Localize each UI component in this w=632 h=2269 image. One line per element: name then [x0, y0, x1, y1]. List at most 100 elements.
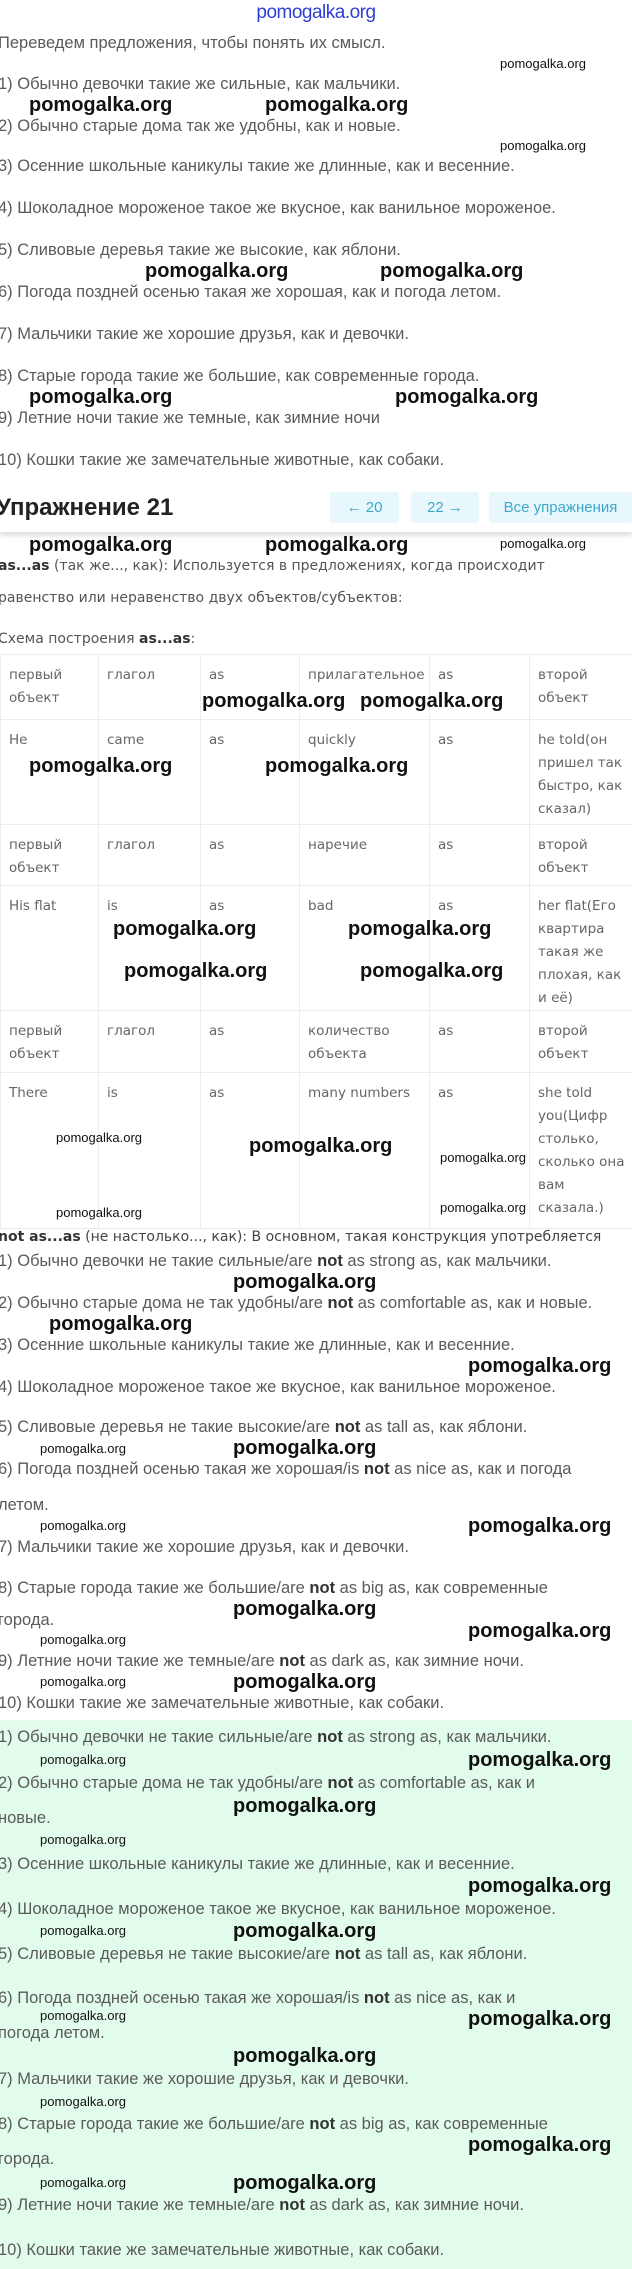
watermark: pomogalka.org — [500, 138, 586, 153]
watermark: pomogalka.org — [29, 386, 173, 408]
item-text: 8) Старые города такие же большие/are — [0, 2115, 310, 2133]
item-text-rest: as comfortable as, как и — [353, 1774, 535, 1792]
list-item: 4) Шоколадное мороженое такое же вкусное… — [0, 1377, 556, 1397]
watermark: pomogalka.org — [29, 755, 173, 777]
table-cell-text: many numbers — [308, 1085, 410, 1101]
item-bold-not: not — [334, 1418, 361, 1436]
item-bold-not: not — [279, 2196, 305, 2214]
table-cell: глагол — [98, 654, 201, 720]
watermark: pomogalka.org — [265, 534, 409, 556]
watermark: pomogalka.org — [145, 260, 289, 282]
watermark: pomogalka.org — [360, 690, 504, 712]
watermark: pomogalka.org — [468, 1620, 612, 1642]
item-text: 8) Старые города такие же большие/are — [0, 1579, 310, 1597]
list-item: 1) Обычно девочки такие же сильные, как … — [0, 75, 401, 93]
item-bold-not: not — [363, 1460, 390, 1478]
table-row: первый объект глагол as прилагательное as вто… — [0, 654, 632, 720]
item-bold-not: not — [327, 1774, 354, 1792]
item-text-rest: as tall as, как яблони. — [360, 1945, 528, 1963]
table-row: первый объект глагол as наречие as второй объ… — [0, 824, 632, 886]
item-bold-not: not — [309, 1579, 336, 1597]
watermark: pomogalka.org — [40, 1674, 126, 1689]
table-cell-text: bad — [308, 898, 334, 914]
item-text-rest: as big as, как современные — [335, 2115, 548, 2133]
item-text-rest: as nice as, как и — [389, 1989, 516, 2007]
scheme-term: as...as — [139, 631, 191, 647]
watermark: pomogalka.org — [468, 1749, 612, 1771]
table-cell-text: He — [9, 732, 28, 748]
item-text: 3) Осенние школьные каникулы такие же дл… — [0, 1336, 515, 1354]
watermark: pomogalka.org — [500, 536, 586, 551]
item-bold-not: not — [334, 1945, 361, 1963]
watermark: pomogalka.org — [233, 1598, 377, 1620]
table-cell-text: глагол — [107, 1023, 155, 1039]
table-cell: глагол — [98, 1010, 201, 1073]
watermark: pomogalka.org — [124, 960, 268, 982]
scheme-label: Схема построения as...as: — [0, 631, 195, 647]
item-bold-not: not — [363, 1989, 390, 2007]
table-cell-text: as — [438, 1023, 454, 1039]
table-cell-text: второй объект — [538, 837, 589, 876]
watermark: pomogalka.org — [249, 1135, 393, 1157]
table-cell-text: is — [107, 898, 118, 914]
list-item: 6) Погода поздней осенью такая же хороша… — [0, 1459, 571, 1479]
watermark: pomogalka.org — [395, 386, 539, 408]
watermark: pomogalka.org — [233, 1271, 377, 1293]
table-cell: первый объект — [0, 824, 99, 886]
table-cell: her flat(Его квартира такая же плохая, к… — [529, 885, 632, 1011]
answer-item: 9) Летние ночи такие же темные/are not a… — [0, 2195, 524, 2215]
watermark: pomogalka.org — [500, 56, 586, 71]
watermark: pomogalka.org — [233, 1437, 377, 1459]
table-cell-text: as — [209, 732, 225, 748]
table-cell: as — [200, 654, 300, 720]
table-cell: второй объект — [529, 654, 632, 720]
watermark-logo: pomogalka.org — [256, 2, 376, 23]
answer-item: 8) Старые города такие же большие/are no… — [0, 2114, 548, 2134]
all-exercises-button[interactable]: Все упражнения — [489, 492, 632, 523]
item-bold-not: not — [327, 1294, 354, 1312]
item-text: 2) Обычно старые дома не так удобны/are — [0, 1294, 328, 1312]
table-cell-text: второй объект — [538, 1023, 589, 1062]
table-cell: первый объект — [0, 1010, 99, 1073]
list-item-continuation: города. — [0, 2150, 55, 2168]
watermark: pomogalka.org — [348, 918, 492, 940]
table-cell: as — [200, 719, 300, 825]
answer-item: 7) Мальчики такие же хорошие друзья, как… — [0, 2069, 409, 2089]
item-bold-not: not — [279, 1652, 305, 1670]
table-cell: as — [429, 885, 530, 1011]
watermark: pomogalka.org — [233, 1795, 377, 1817]
table-cell-text: as — [438, 1085, 454, 1101]
table-cell: количество объекта — [299, 1010, 430, 1073]
watermark: pomogalka.org — [29, 534, 173, 556]
list-item: 2) Обычно старые дома так же удобны, как… — [0, 117, 401, 135]
watermark: pomogalka.org — [40, 1518, 126, 1533]
table-cell: is — [98, 1072, 201, 1229]
item-text: 7) Мальчики такие же хорошие друзья, как… — [0, 2070, 409, 2088]
table-cell-text: There — [9, 1085, 48, 1101]
item-text: 1) Обычно девочки не такие сильные/are — [0, 1252, 318, 1270]
item-text-rest: as strong as, как мальчики. — [342, 1252, 552, 1270]
watermark: pomogalka.org — [29, 94, 173, 116]
watermark: pomogalka.org — [440, 1200, 526, 1215]
next-exercise-button[interactable]: 22 → — [411, 492, 479, 523]
item-text-rest: as big as, как современные — [335, 1579, 548, 1597]
answer-item: 3) Осенние школьные каникулы такие же дл… — [0, 1854, 515, 1874]
table-cell-text: первый объект — [9, 1023, 63, 1062]
table-cell-text: is — [107, 1085, 118, 1101]
table-cell: as — [429, 654, 530, 720]
table-row: His flat is as bad as her flat(Его квартира т… — [0, 885, 632, 1011]
table-cell: came — [98, 719, 201, 825]
watermark: pomogalka.org — [265, 755, 409, 777]
prev-exercise-button[interactable]: ← 20 — [330, 492, 399, 523]
table-cell: is — [98, 885, 201, 1011]
list-item: 4) Шоколадное мороженое такое же вкусное… — [0, 199, 556, 217]
watermark: pomogalka.org — [40, 1832, 126, 1847]
list-item: 8) Старые города такие же большие, как с… — [0, 367, 480, 385]
item-text: 4) Шоколадное мороженое такое же вкусное… — [0, 1900, 556, 1918]
not-rule-desc: (не настолько..., как): В основном, така… — [80, 1229, 602, 1245]
table-cell: There — [0, 1072, 99, 1229]
table-cell-text: quickly — [308, 732, 356, 748]
item-text-rest: as nice as, как и погода — [389, 1460, 572, 1478]
item-text-rest: as tall as, как яблони. — [360, 1418, 528, 1436]
list-item: 5) Сливовые деревья не такие высокие/are… — [0, 1417, 527, 1437]
